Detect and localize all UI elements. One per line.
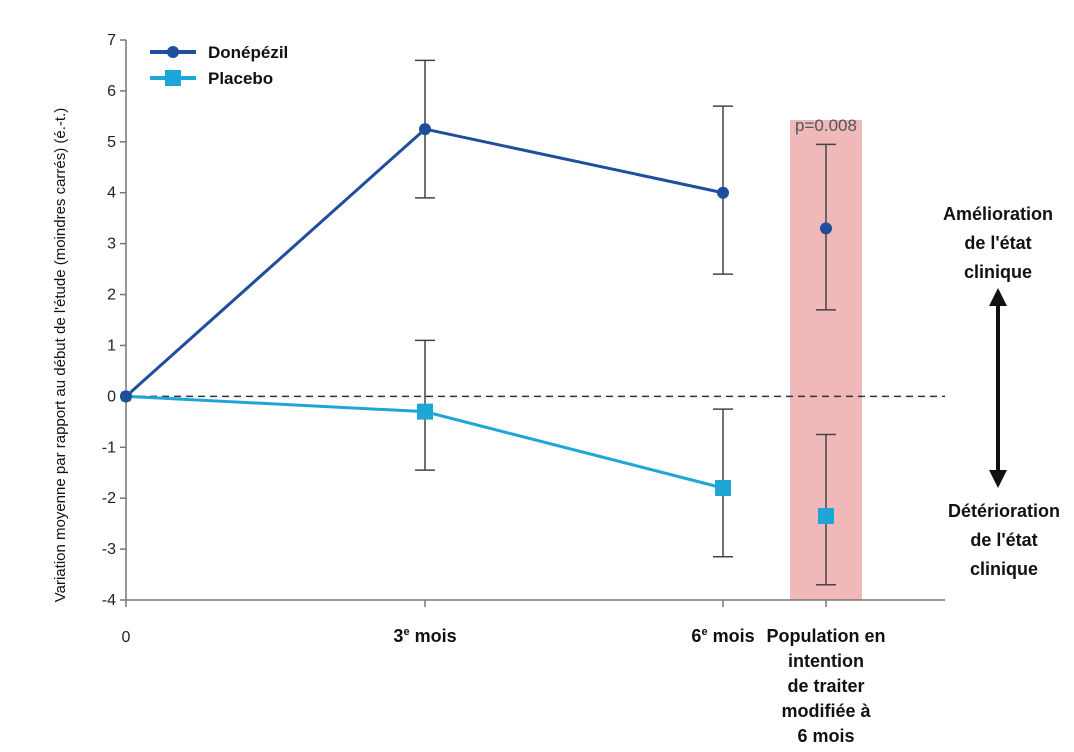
y-axis-title: Variation moyenne par rapport au début d…: [52, 108, 69, 603]
label-deterioration: de l'état: [970, 530, 1037, 550]
data-point-donepezil: [717, 186, 729, 199]
x-tick-label: modifiée à: [781, 701, 871, 721]
arrow-head-down: [989, 470, 1007, 488]
y-tick-label: -3: [102, 541, 116, 558]
label-improvement: de l'état: [964, 233, 1031, 253]
y-tick-label: 5: [107, 134, 116, 151]
y-tick-label: 6: [107, 83, 116, 100]
data-point-placebo: [715, 480, 731, 496]
data-point-placebo: [818, 508, 834, 524]
data-point-placebo: [417, 403, 433, 420]
x-tick-label: de traiter: [787, 676, 864, 696]
x-tick-label: 6e mois: [691, 626, 754, 646]
y-tick-label: 1: [107, 337, 116, 354]
y-tick-label: 4: [107, 185, 116, 202]
legend-label-placebo: Placebo: [208, 69, 273, 88]
data-point-donepezil: [820, 222, 832, 235]
x-tick-label: intention: [788, 651, 864, 671]
y-tick-label: 7: [107, 32, 116, 49]
label-deterioration: Détérioration: [948, 501, 1060, 521]
legend-marker-donepezil: [167, 46, 179, 58]
y-tick-label: -1: [102, 439, 116, 456]
y-tick-label: 3: [107, 236, 116, 253]
x-tick-label: Population en: [767, 626, 886, 646]
y-tick-label: 2: [107, 287, 116, 304]
label-improvement: Amélioration: [943, 204, 1053, 224]
arrow-head-up: [989, 288, 1007, 306]
y-tick-label: -2: [102, 490, 116, 507]
label-deterioration: clinique: [970, 559, 1038, 579]
label-improvement: clinique: [964, 262, 1032, 282]
x-tick-label: 3e mois: [393, 626, 456, 646]
y-tick-label: -4: [102, 592, 116, 609]
data-point-donepezil: [120, 390, 132, 403]
data-point-donepezil: [419, 123, 431, 136]
y-tick-label: 0: [107, 388, 116, 405]
x-tick-label: 0: [122, 629, 131, 646]
p-value-annotation: p=0.008: [795, 116, 857, 135]
legend-label-donepezil: Donépézil: [208, 43, 288, 62]
x-tick-label: 6 mois: [797, 726, 854, 746]
legend-marker-placebo: [165, 70, 181, 86]
